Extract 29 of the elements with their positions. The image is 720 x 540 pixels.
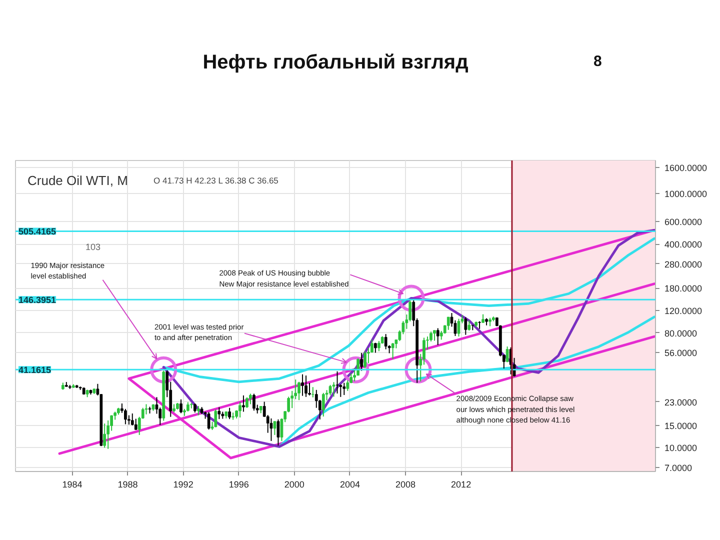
- x-tick-label: 1996: [228, 480, 249, 490]
- annotation: 103: [86, 242, 101, 252]
- y-tick-label: 400.0000: [664, 240, 702, 250]
- x-tick-label: 1984: [62, 480, 82, 490]
- x-tick-label: 1992: [173, 480, 194, 490]
- y-tick-label: 600.0000: [664, 217, 702, 228]
- y-tick-label: 80.0000: [664, 328, 698, 338]
- x-tick-label: 2004: [340, 480, 360, 490]
- chart-title: Нефть глобальный взгляд: [202, 52, 469, 74]
- y-tick-label: 56.0000: [664, 348, 698, 358]
- ref-line-label: 505.4165: [18, 226, 56, 237]
- y-tick-label: 120.0000: [664, 306, 702, 316]
- text: 8: [594, 53, 602, 70]
- text: Crude Oil WTI, M: [28, 173, 128, 188]
- x-tick-label: 1988: [118, 480, 138, 490]
- x-tick-label: 2012: [451, 480, 472, 490]
- annotation: O 41.73 H 42.23 L 36.38 C 36.65: [154, 176, 279, 186]
- y-tick-label: 10.0000: [664, 443, 698, 454]
- x-tick-label: 2008: [396, 480, 416, 490]
- y-tick-label: 280.0000: [664, 259, 702, 270]
- x-tick-label: 2000: [284, 480, 304, 490]
- ref-line-label: 41.1615: [18, 365, 52, 376]
- y-tick-label: 23.0000: [664, 397, 698, 408]
- y-tick-label: 180.0000: [664, 284, 702, 294]
- y-tick-label: 1600.0000: [664, 163, 708, 174]
- ref-line-label: 146.3951: [18, 295, 56, 306]
- y-tick-label: 7.0000: [664, 462, 692, 473]
- y-tick-label: 1000.0000: [664, 189, 708, 200]
- y-tick-label: 15.0000: [664, 420, 698, 431]
